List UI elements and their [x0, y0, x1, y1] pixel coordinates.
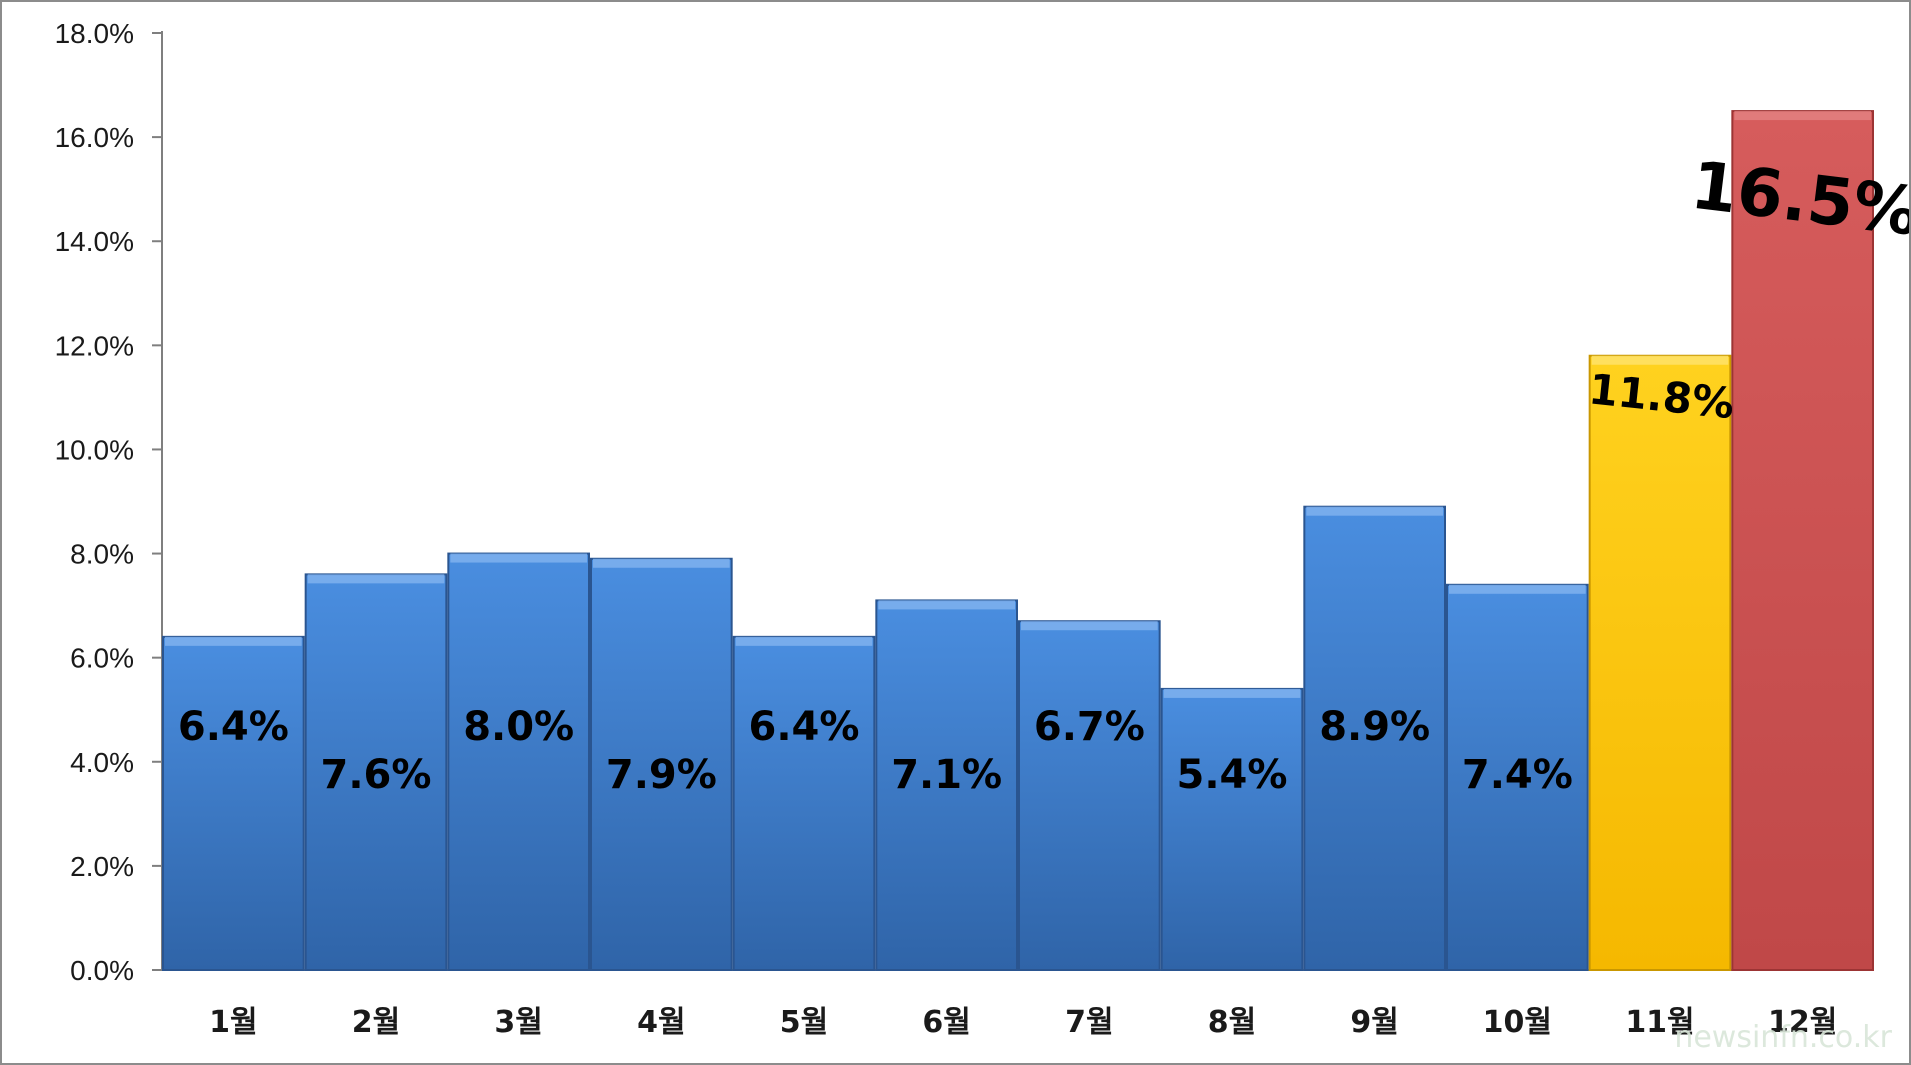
- bar-cap-4: [593, 558, 730, 568]
- y-tick-label: 8.0%: [70, 539, 134, 570]
- bar-cap-1: [165, 636, 302, 646]
- y-tick-label: 12.0%: [55, 330, 134, 361]
- data-label-10: 7.4%: [1462, 752, 1573, 798]
- y-tick-label: 0.0%: [70, 955, 134, 986]
- x-tick-label: 6월: [922, 1005, 970, 1040]
- x-tick-label: 3월: [494, 1005, 542, 1040]
- data-label-6: 7.1%: [891, 752, 1002, 798]
- data-label-3: 8.0%: [463, 704, 574, 750]
- x-tick-label: 10월: [1483, 1005, 1552, 1040]
- x-tick-label: 4월: [637, 1005, 685, 1040]
- bar-2: [304, 573, 448, 972]
- bar-11: [1588, 354, 1732, 971]
- bar-10: [1446, 583, 1589, 971]
- bar-8: [1160, 687, 1304, 972]
- bar-1: [162, 635, 305, 971]
- x-tick-label: 1월: [209, 1005, 257, 1040]
- data-label-5: 6.4%: [749, 704, 860, 750]
- x-tick-label: 5월: [780, 1005, 828, 1040]
- bar-5: [732, 635, 876, 971]
- y-tick-label: 10.0%: [55, 434, 134, 465]
- data-label-1: 6.4%: [178, 704, 289, 750]
- x-tick-label: 9월: [1350, 1005, 1398, 1040]
- bar-6: [875, 599, 1018, 972]
- y-tick-label: 4.0%: [70, 747, 134, 778]
- bar-cap-12: [1734, 111, 1871, 121]
- bars-layer: [162, 110, 1875, 972]
- bar-cap-3: [450, 553, 587, 563]
- y-tick-label: 18.0%: [55, 18, 134, 49]
- x-tick-label: 7월: [1065, 1005, 1113, 1040]
- x-tick-label: 12월: [1768, 1005, 1837, 1040]
- y-tick-label: 14.0%: [55, 226, 134, 257]
- data-label-9: 8.9%: [1319, 704, 1430, 750]
- y-tick-label: 6.0%: [70, 643, 134, 674]
- bar-9: [1303, 505, 1447, 971]
- bar-cap-2: [307, 574, 445, 584]
- x-tick-label: 2월: [352, 1005, 400, 1040]
- data-label-7: 6.7%: [1034, 704, 1145, 750]
- data-label-12: 16.5%: [1687, 147, 1909, 251]
- x-tick-label: 11월: [1625, 1005, 1694, 1040]
- bar-cap-7: [1021, 621, 1158, 631]
- bar-cap-5: [735, 636, 873, 646]
- bar-7: [1018, 620, 1161, 971]
- bar-3: [447, 552, 591, 971]
- bar-12: [1731, 110, 1875, 972]
- bar-cap-11: [1591, 355, 1729, 365]
- y-tick-label: 2.0%: [70, 851, 134, 882]
- bar-cap-9: [1306, 506, 1443, 516]
- axis-layer: 0.0% 2.0% 4.0% 6.0% 8.0% 10.0% 12.0% 14.0% 16.0%…: [55, 18, 1874, 986]
- bar-4: [590, 557, 733, 971]
- data-label-8: 5.4%: [1177, 752, 1288, 798]
- watermark-text: newsinfn.co.kr: [1674, 1020, 1892, 1055]
- data-label-4: 7.9%: [606, 752, 717, 798]
- y-tick-label: 16.0%: [55, 122, 134, 153]
- data-label-2: 7.6%: [321, 752, 432, 798]
- bar-cap-6: [878, 600, 1015, 610]
- x-tick-label: 8월: [1208, 1005, 1256, 1040]
- bar-cap-8: [1163, 688, 1301, 698]
- bar-cap-10: [1449, 584, 1586, 594]
